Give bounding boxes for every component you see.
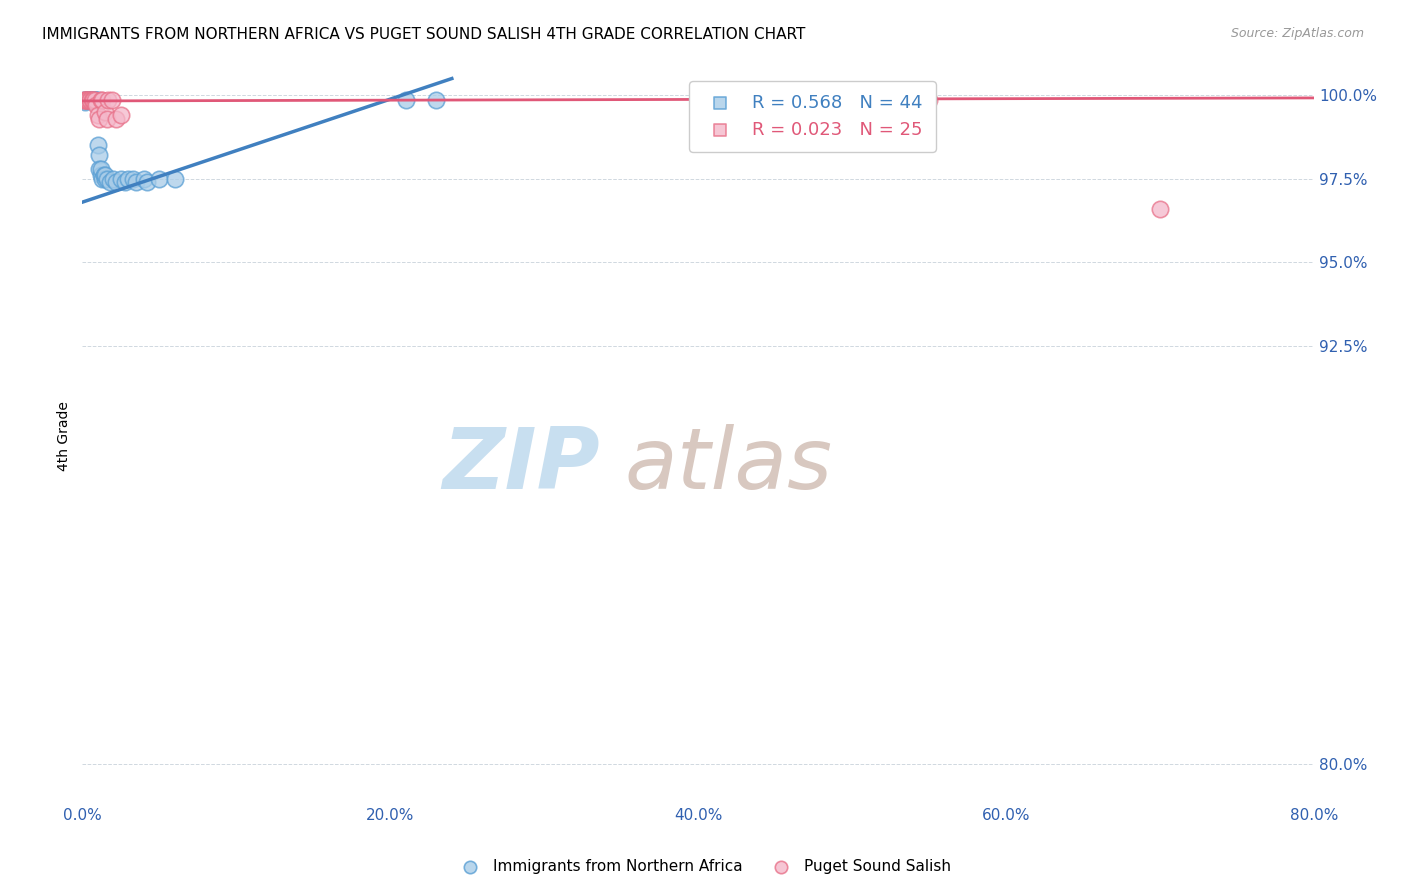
Point [83, 93, 105, 107]
Point [94, 105, 117, 120]
Point [79, 93, 101, 107]
Point [77, 93, 100, 107]
Text: IMMIGRANTS FROM NORTHERN AFRICA VS PUGET SOUND SALISH 4TH GRADE CORRELATION CHAR: IMMIGRANTS FROM NORTHERN AFRICA VS PUGET… [42, 27, 806, 42]
Point [117, 171, 139, 186]
Point [1149, 202, 1171, 216]
Point [76, 93, 98, 107]
Point [93, 169, 115, 183]
Point [114, 175, 136, 189]
Point [395, 93, 418, 107]
Point [77, 93, 100, 107]
Point [79, 93, 101, 107]
Point [83, 93, 105, 107]
Point [105, 175, 128, 189]
Text: atlas: atlas [624, 424, 832, 507]
Point [91, 171, 114, 186]
Point [425, 93, 447, 107]
Legend: Immigrants from Northern Africa, Puget Sound Salish: Immigrants from Northern Africa, Puget S… [449, 853, 957, 880]
Y-axis label: 4th Grade: 4th Grade [58, 401, 72, 471]
Point [80, 93, 103, 107]
Point [100, 93, 122, 107]
Point [918, 93, 941, 107]
Point [89, 148, 111, 162]
Point [91, 93, 114, 107]
Point [163, 171, 186, 186]
Point [96, 112, 118, 126]
Point [83, 93, 105, 107]
Point [90, 169, 112, 183]
Point [76, 93, 98, 107]
Point [90, 93, 112, 107]
Point [80, 93, 103, 107]
Point [94, 171, 117, 186]
Point [110, 108, 132, 122]
Point [105, 112, 128, 126]
Point [75, 93, 97, 107]
Text: Source: ZipAtlas.com: Source: ZipAtlas.com [1230, 27, 1364, 40]
Point [86, 93, 108, 107]
Point [82, 93, 104, 107]
Point [82, 93, 104, 107]
Point [76, 93, 98, 107]
Point [89, 112, 111, 126]
Point [84, 93, 107, 107]
Point [122, 171, 145, 186]
Point [84, 98, 107, 112]
Point [79, 93, 101, 107]
Point [101, 171, 124, 186]
Point [89, 161, 111, 176]
Point [136, 175, 159, 189]
Point [148, 171, 170, 186]
Point [75, 93, 97, 107]
Point [125, 175, 148, 189]
Point [94, 169, 117, 183]
Point [80, 93, 103, 107]
Point [90, 161, 112, 176]
Point [97, 93, 120, 107]
Point [82, 93, 104, 107]
Point [75, 93, 97, 107]
Point [96, 171, 118, 186]
Point [77, 93, 100, 107]
Point [84, 93, 107, 107]
Point [79, 93, 101, 107]
Point [76, 93, 98, 107]
Point [86, 138, 108, 153]
Point [132, 171, 155, 186]
Point [76, 93, 98, 107]
Text: ZIP: ZIP [441, 424, 599, 507]
Point [75, 95, 97, 109]
Point [73, 93, 96, 107]
Legend: R = 0.568   N = 44, R = 0.023   N = 25: R = 0.568 N = 44, R = 0.023 N = 25 [689, 81, 935, 152]
Point [110, 171, 132, 186]
Point [98, 175, 121, 189]
Point [73, 93, 96, 107]
Point [86, 108, 108, 122]
Point [82, 93, 104, 107]
Point [79, 93, 101, 107]
